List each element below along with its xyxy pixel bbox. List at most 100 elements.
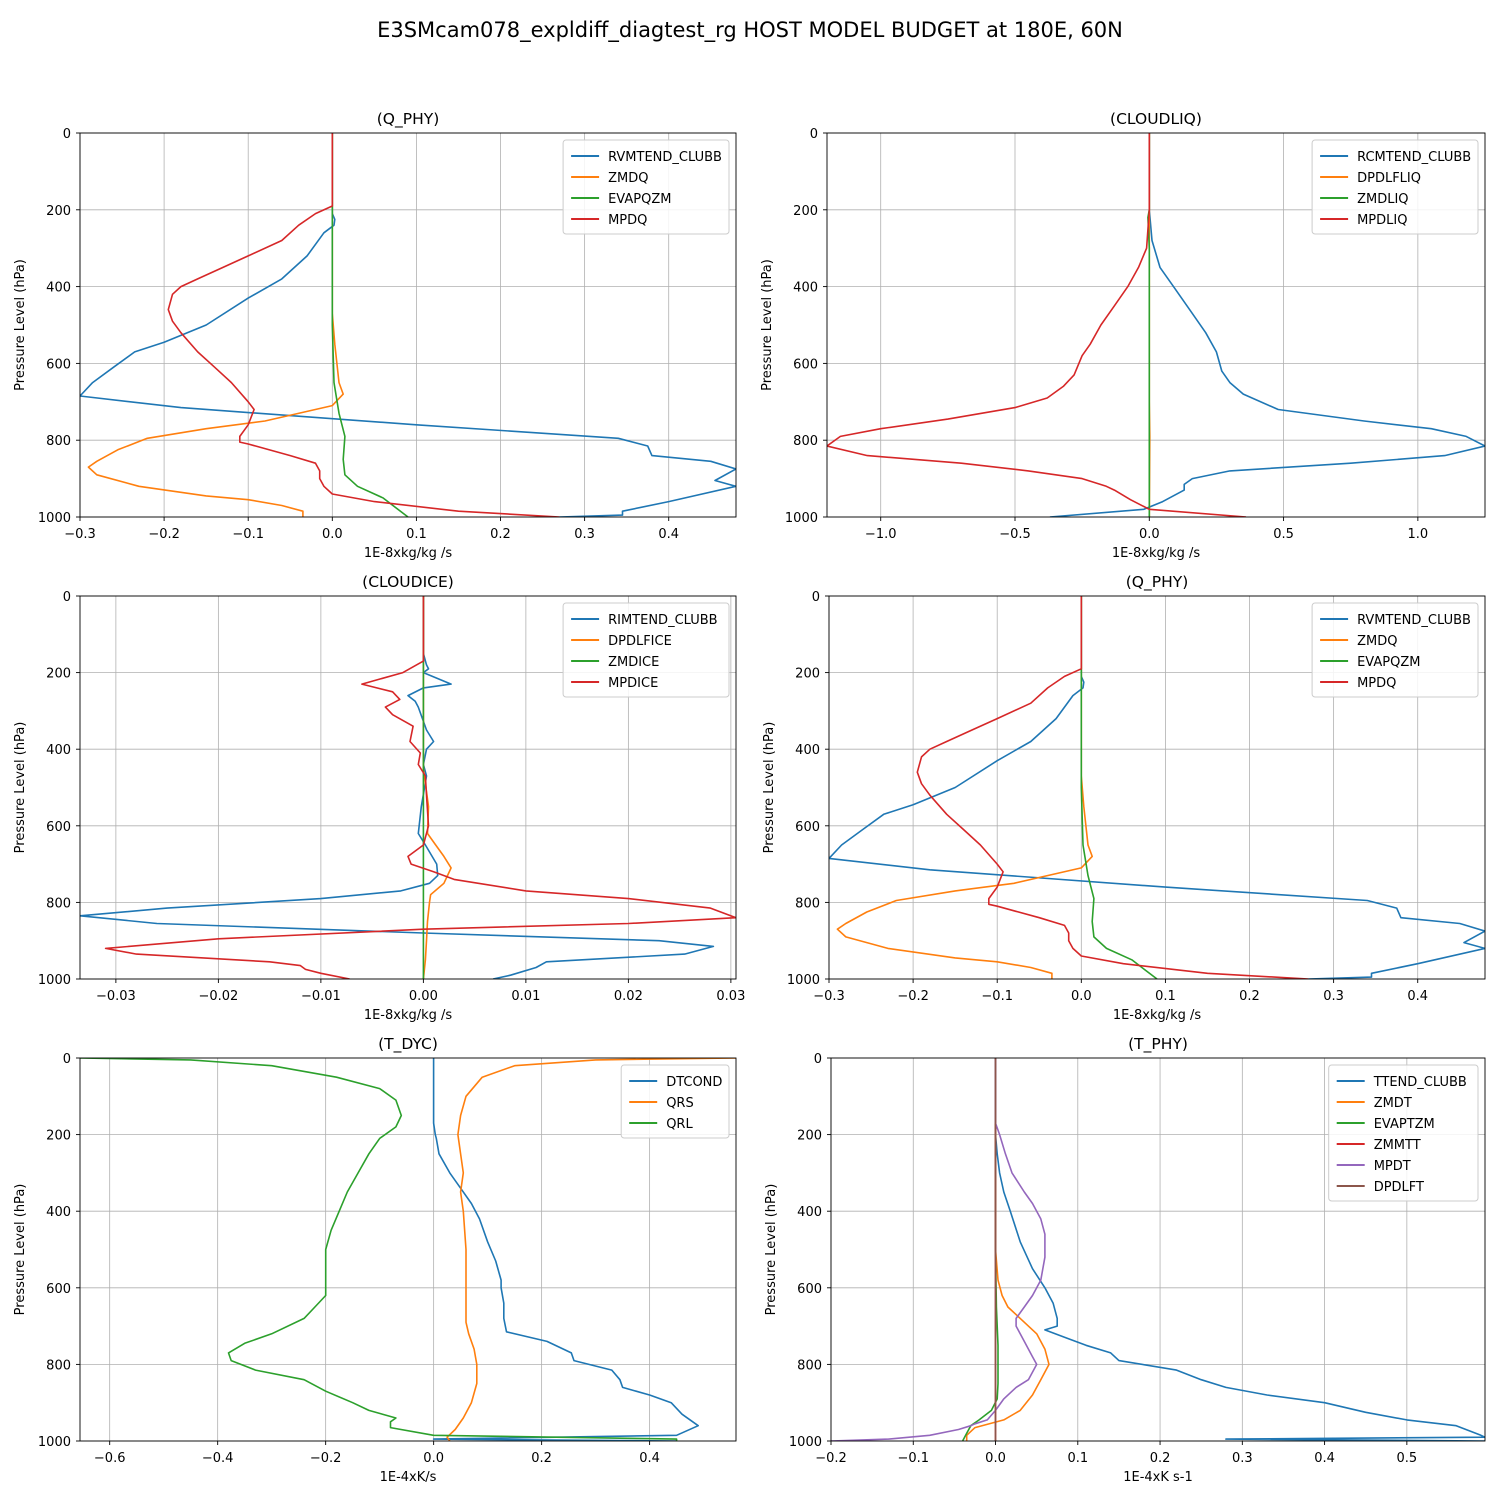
y-tick-label: 400	[46, 743, 71, 758]
y-tick-label: 800	[46, 434, 71, 449]
y-tick-label: 600	[793, 357, 818, 372]
x-tick-label: 0.01	[511, 989, 540, 1004]
legend: DTCOND QRS QRL	[620, 1064, 730, 1139]
x-tick-label: 0.2	[1239, 989, 1260, 1004]
series-line-mpdice	[104, 596, 736, 979]
axes-frame	[79, 132, 737, 518]
series-line-zmdt	[965, 1058, 1050, 1441]
chart-panel-4: −0.3 −0.2 −0.1 0.0 0.1 0.2 0.3 0.4 0 200 400 600 800…	[762, 573, 1486, 1023]
y-tick-label: 600	[797, 1282, 822, 1297]
x-tick-label: −0.1	[232, 527, 264, 542]
legend-entry: DPDLFLIQ	[1357, 171, 1421, 186]
x-tick-label: 0.2	[531, 1451, 552, 1466]
chart-title: (T_PHY)	[1128, 1035, 1188, 1054]
x-tick-label: 0.0	[985, 1451, 1006, 1466]
legend-entry: ZMDLIQ	[1357, 192, 1408, 207]
y-tick-label: 400	[46, 281, 71, 296]
legend-entry: ZMDQ	[608, 171, 648, 186]
y-tick-label: 200	[793, 204, 818, 219]
legend-entry: TTEND_CLUBB	[1373, 1075, 1467, 1090]
chart-title: (Q_PHY)	[1126, 573, 1189, 592]
x-tick-label: 0.0	[423, 1451, 444, 1466]
chart-panel-5: −0.6 −0.4 −0.2 0.0 0.2 0.4 0 200 400 600 800 1000 (T…	[13, 1035, 737, 1485]
series-line-evapqzm	[1080, 596, 1158, 979]
legend-entry: EVAPTZM	[1374, 1117, 1435, 1132]
y-tick-label: 800	[795, 896, 820, 911]
chart-panel-6: −0.2 −0.1 0.0 0.1 0.2 0.3 0.4 0.5 0 200 400 600 800 1…	[764, 1035, 1486, 1485]
y-tick-label: 1000	[787, 973, 820, 988]
series-line-zmdq	[87, 133, 345, 517]
series-line-mpdq	[167, 133, 560, 517]
x-axis-label: 1E-4xK s-1	[1123, 1470, 1193, 1485]
legend-entry: RVMTEND_CLUBB	[608, 150, 722, 165]
legend-entry: MPDT	[1374, 1159, 1411, 1174]
figure-title: E3SMcam078_expldiff_diagtest_rg HOST MOD…	[377, 18, 1123, 43]
x-tick-label: 0.4	[1314, 1451, 1335, 1466]
x-axis-label: 1E-4xK/s	[380, 1470, 437, 1485]
chart-panel-1: −0.3 −0.2 −0.1 0.0 0.1 0.2 0.3 0.4 0 200 400 600 800…	[13, 110, 737, 561]
series-line-rvmtend-clubb	[829, 596, 1485, 979]
legend-box	[562, 602, 730, 698]
x-tick-label: 0.00	[409, 989, 438, 1004]
y-tick-label: 600	[795, 820, 820, 835]
x-tick-label: −0.1	[981, 989, 1013, 1004]
y-axis-label: Pressure Level (hPa)	[764, 1184, 779, 1316]
legend-box	[1311, 602, 1479, 698]
axes-frame	[79, 1057, 737, 1442]
legend-box	[1311, 139, 1479, 235]
series-line-qrl	[80, 1058, 678, 1441]
chart-panel-2: −1.0 −0.5 0.0 0.5 1.0 0 200 400 600 800 1000 (CLOUD…	[760, 110, 1486, 561]
y-tick-label: 1000	[38, 973, 71, 988]
y-tick-label: 0	[63, 1052, 71, 1067]
x-tick-label: 0.4	[1407, 989, 1428, 1004]
x-axis-label: 1E-8xkg/kg /s	[1113, 1008, 1202, 1023]
legend-entry: RCMTEND_CLUBB	[1357, 150, 1471, 165]
y-tick-label: 1000	[38, 511, 71, 526]
x-tick-label: 0.03	[716, 989, 745, 1004]
y-tick-label: 800	[46, 896, 71, 911]
y-tick-label: 200	[46, 667, 71, 682]
y-tick-label: 600	[46, 820, 71, 835]
legend-entry: EVAPQZM	[608, 192, 671, 207]
x-tick-label: 0.5	[1273, 527, 1294, 542]
x-tick-label: 0.5	[1397, 1451, 1418, 1466]
y-tick-label: 0	[63, 590, 71, 605]
y-tick-label: 400	[797, 1205, 822, 1220]
x-tick-label: 0.0	[1071, 989, 1092, 1004]
x-tick-label: 0.3	[1232, 1451, 1253, 1466]
x-tick-label: 0.2	[1150, 1451, 1171, 1466]
y-tick-label: 200	[797, 1129, 822, 1144]
x-tick-label: −0.5	[999, 527, 1031, 542]
x-axis-label: 1E-8xkg/kg /s	[364, 546, 453, 561]
y-tick-label: 600	[46, 1282, 71, 1297]
y-axis-label: Pressure Level (hPa)	[13, 259, 28, 391]
y-tick-label: 800	[797, 1358, 822, 1373]
y-tick-label: 0	[812, 590, 820, 605]
x-axis-label: 1E-8xkg/kg /s	[1112, 546, 1201, 561]
legend-box	[1328, 1064, 1479, 1202]
chart-panel-3: −0.03 −0.02 −0.01 0.00 0.01 0.02 0.03 0 200 400 60…	[13, 573, 745, 1023]
series-line-rvmtend-clubb	[80, 133, 736, 517]
x-tick-label: −0.01	[301, 989, 341, 1004]
x-tick-label: 1.0	[1408, 527, 1429, 542]
x-tick-label: −0.2	[310, 1451, 342, 1466]
series-line-evapqzm	[331, 133, 409, 517]
y-tick-label: 400	[795, 743, 820, 758]
series-line-ttend-clubb	[994, 1058, 1485, 1441]
y-tick-label: 0	[810, 127, 818, 142]
axes-frame	[830, 1057, 1486, 1442]
x-tick-label: 0.2	[490, 527, 511, 542]
axes-frame	[79, 595, 737, 980]
x-tick-label: −0.1	[897, 1451, 929, 1466]
y-tick-label: 400	[793, 281, 818, 296]
series-line-mpdt	[831, 1058, 1046, 1441]
x-tick-label: 0.3	[574, 527, 595, 542]
y-tick-label: 200	[795, 667, 820, 682]
y-tick-label: 1000	[785, 511, 818, 526]
x-tick-label: −0.2	[815, 1451, 847, 1466]
y-axis-label: Pressure Level (hPa)	[760, 259, 775, 391]
series-line-rcmtend-clubb	[1049, 133, 1485, 517]
chart-title: (T_DYC)	[378, 1035, 438, 1054]
x-tick-label: 0.0	[322, 527, 343, 542]
axes-frame	[826, 132, 1486, 518]
